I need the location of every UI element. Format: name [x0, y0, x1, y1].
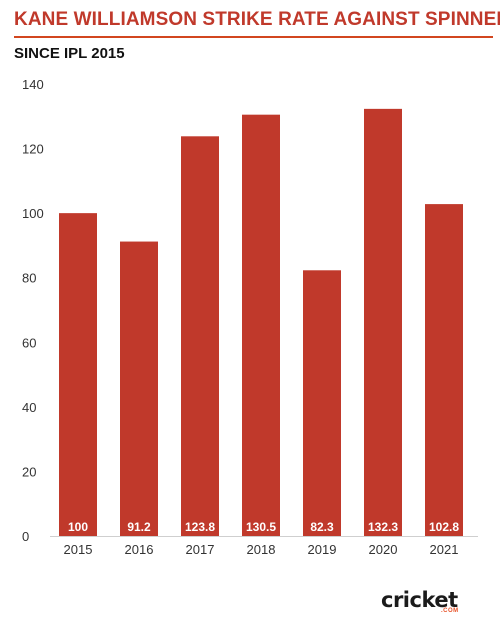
x-tick-label: 2017	[186, 542, 215, 557]
x-tick-label: 2019	[308, 542, 337, 557]
chart-subtitle: SINCE IPL 2015	[14, 45, 125, 62]
y-tick-label: 100	[22, 206, 44, 221]
bar	[364, 108, 402, 537]
x-tick-label: 2016	[125, 542, 154, 557]
bar	[59, 213, 97, 536]
cricket-com-logo: cricket .COM	[381, 589, 471, 617]
y-tick-label: 0	[22, 529, 29, 544]
y-tick-label: 120	[22, 142, 44, 157]
data-label: 91.2	[127, 520, 151, 534]
y-tick-label: 80	[22, 271, 36, 286]
bar	[303, 270, 341, 536]
y-tick-label: 20	[22, 464, 36, 479]
x-tick-label: 2015	[64, 542, 93, 557]
y-tick-label: 140	[22, 77, 44, 92]
x-tick-label: 2021	[430, 542, 459, 557]
y-tick-label: 60	[22, 335, 36, 350]
logo-suffix: .COM	[441, 608, 459, 614]
data-label: 102.8	[429, 520, 459, 534]
bar	[425, 204, 463, 537]
title-divider	[14, 36, 493, 38]
x-tick-label: 2018	[247, 542, 276, 557]
data-label: 130.5	[246, 520, 276, 534]
data-label: 123.8	[185, 520, 215, 534]
logo-wordmark: cricket	[381, 588, 458, 612]
data-label: 132.3	[368, 520, 398, 534]
bar	[120, 241, 158, 536]
data-label: 100	[68, 520, 88, 534]
bar	[242, 114, 280, 537]
chart-title: KANE WILLIAMSON STRIKE RATE AGAINST SPIN…	[14, 9, 500, 30]
x-tick-label: 2020	[369, 542, 398, 557]
y-tick-label: 40	[22, 400, 36, 415]
data-label: 82.3	[310, 520, 334, 534]
bar	[181, 136, 219, 536]
